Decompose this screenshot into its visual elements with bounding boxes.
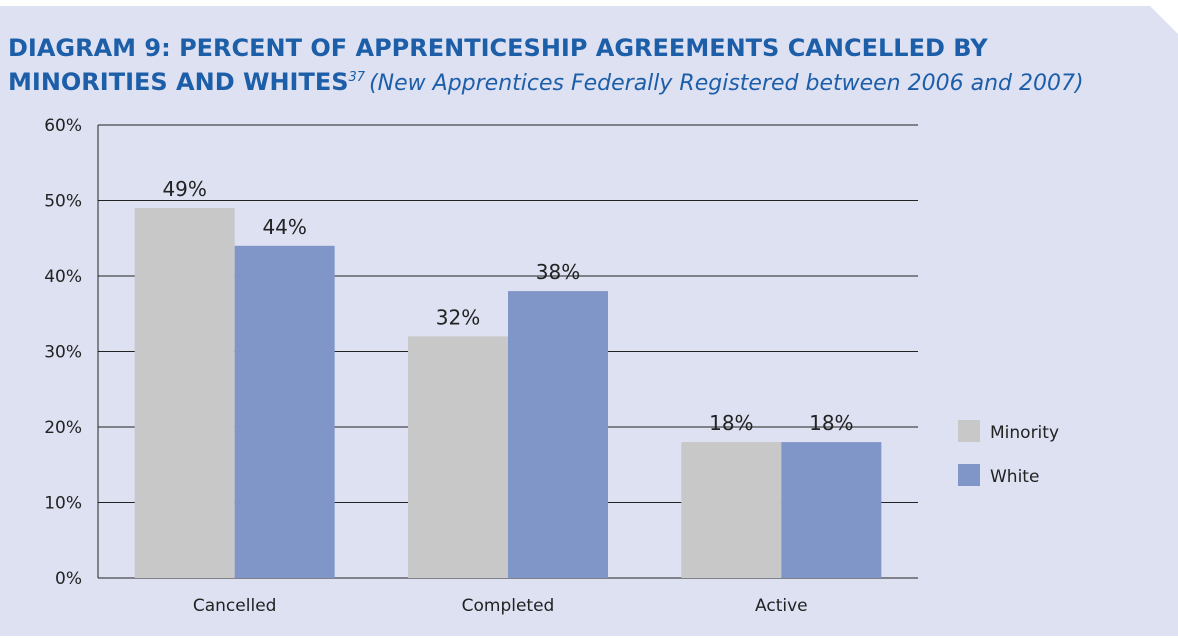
bar	[134, 208, 235, 579]
y-tick-label: 0%	[55, 569, 82, 589]
title-line: MINORITIES AND WHITES37 (New Apprentices …	[8, 68, 1084, 96]
chart-title-line2: MINORITIES AND WHITES	[8, 68, 349, 96]
footnote-ref: 37	[349, 70, 366, 85]
value-label: 18%	[809, 411, 853, 435]
legend-swatch	[958, 420, 980, 442]
chart-title: DIAGRAM 9: PERCENT OF APPRENTICESHIP AGR…	[8, 34, 988, 62]
x-tick-label: Cancelled	[193, 596, 277, 616]
legend-label: White	[990, 467, 1039, 487]
value-label: 32%	[436, 305, 480, 329]
bar	[781, 442, 882, 578]
value-label: 18%	[709, 411, 753, 435]
y-tick-label: 40%	[44, 267, 82, 287]
bar	[508, 291, 608, 578]
y-tick-label: 60%	[44, 116, 82, 136]
bar	[234, 245, 335, 579]
chart-subtitle: (New Apprentices Federally Registered be…	[369, 71, 1083, 96]
value-label: 49%	[162, 177, 206, 201]
value-label: 44%	[262, 215, 306, 239]
value-label: 38%	[536, 260, 580, 284]
legend-label: Minority	[990, 423, 1059, 443]
y-tick-label: 30%	[44, 343, 82, 363]
x-tick-label: Active	[755, 596, 808, 616]
y-tick-label: 20%	[44, 418, 82, 438]
y-tick-label: 10%	[44, 494, 82, 514]
bar	[681, 442, 782, 578]
y-tick-label: 50%	[44, 192, 82, 212]
bar	[408, 336, 508, 578]
x-tick-label: Completed	[462, 596, 555, 616]
legend-swatch	[958, 464, 980, 486]
